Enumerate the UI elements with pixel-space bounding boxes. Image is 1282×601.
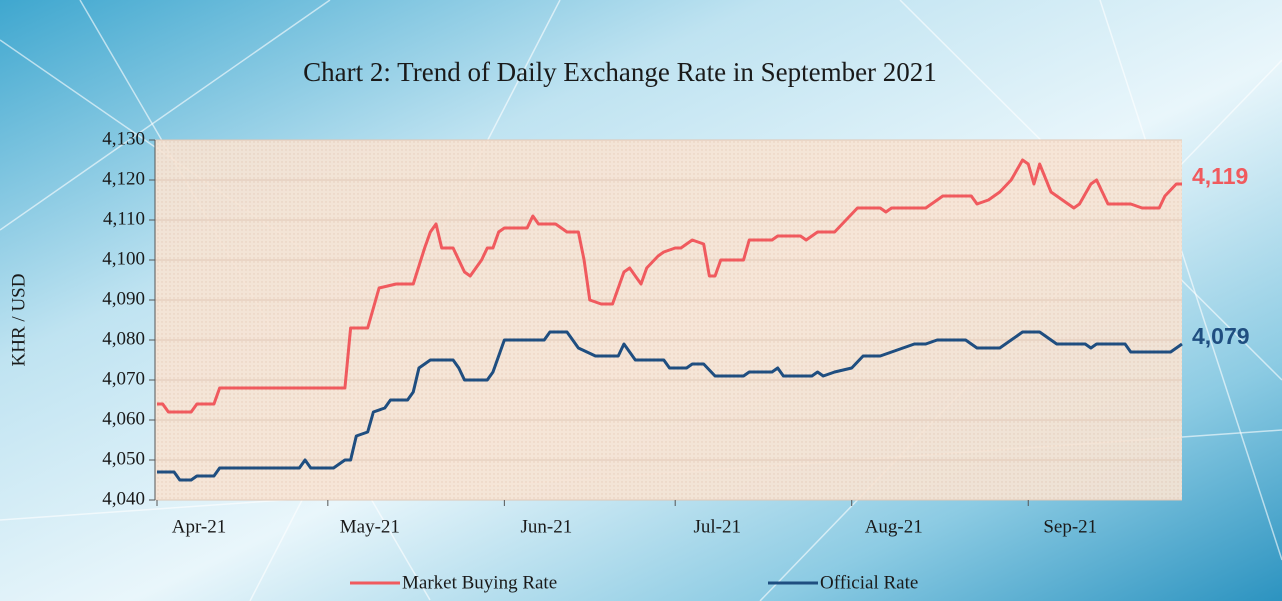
series-line [157, 158, 1182, 414]
x-tick-label: Aug-21 [865, 516, 923, 537]
y-tick-label: 4,050 [102, 448, 145, 469]
y-tick-label: 4,110 [103, 208, 145, 229]
y-tick-label: 4,090 [102, 288, 145, 309]
legend-label: Market Buying Rate [402, 572, 557, 593]
y-tick-label: 4,130 [102, 128, 145, 149]
legend-label: Official Rate [820, 572, 918, 593]
y-tick-label: 4,100 [102, 248, 145, 269]
y-tick-label: 4,060 [102, 408, 145, 429]
y-tick-label: 4,040 [102, 488, 145, 509]
y-axis-label: KHR / USD [8, 274, 29, 367]
y-tick-label: 4,080 [102, 328, 145, 349]
y-tick-label: 4,070 [102, 368, 145, 389]
x-tick-label: May-21 [340, 516, 400, 537]
x-tick-label: Sep-21 [1043, 516, 1097, 537]
end-label: 4,119 [1192, 163, 1248, 189]
x-tick-label: Jun-21 [520, 516, 572, 537]
plot-area [155, 140, 1182, 500]
legend: Market Buying Rate Official Rate [350, 572, 918, 593]
series-line [157, 330, 1183, 482]
y-tick-label: 4,120 [102, 168, 145, 189]
x-tick-label: Apr-21 [172, 516, 227, 537]
chart-title: Chart 2: Trend of Daily Exchange Rate in… [303, 57, 937, 87]
end-label: 4,079 [1192, 323, 1250, 349]
x-tick-label: Jul-21 [693, 516, 741, 537]
